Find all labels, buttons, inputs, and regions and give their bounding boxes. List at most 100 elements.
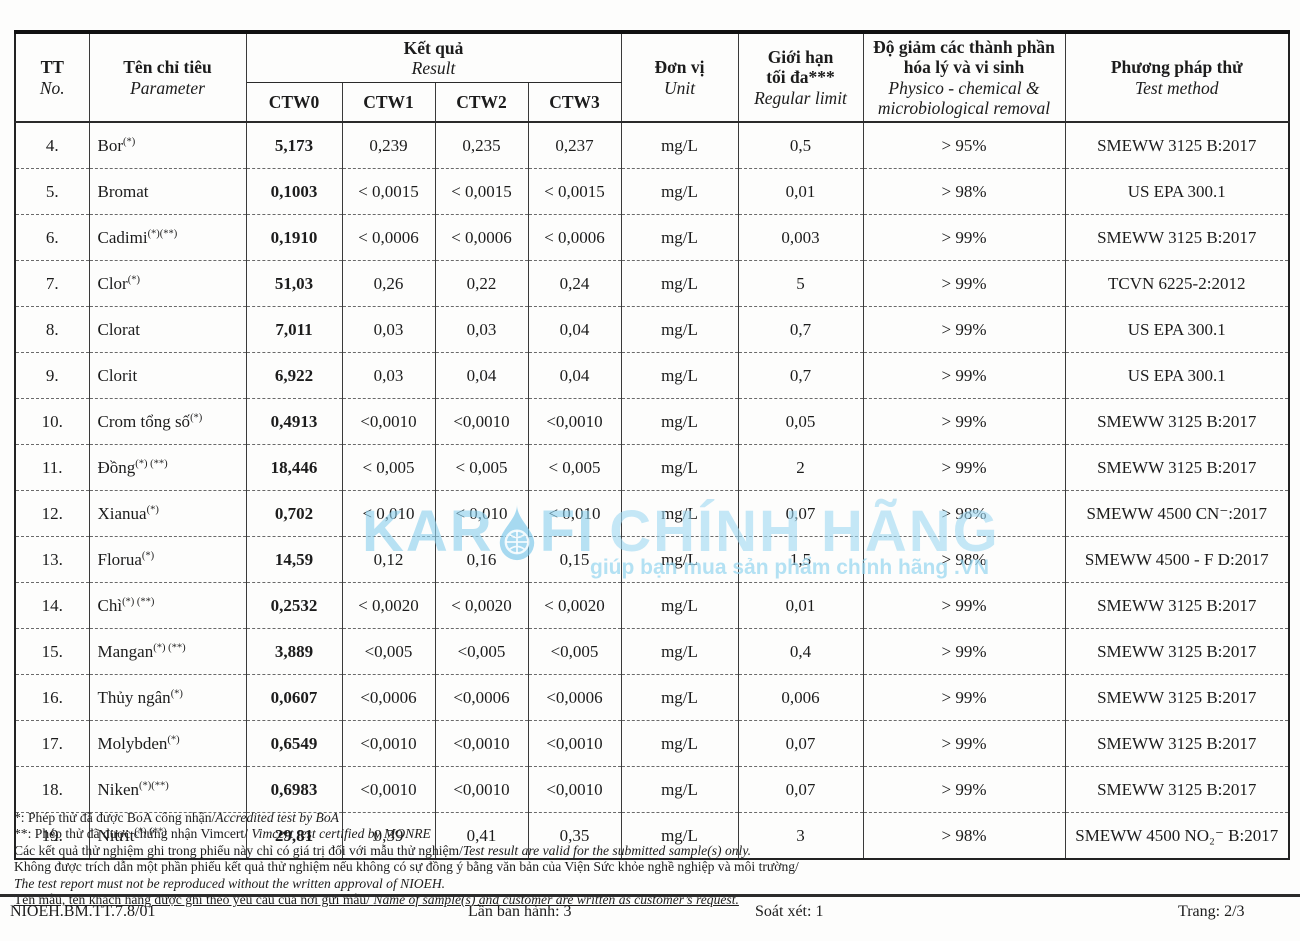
row-number-cell: 5.	[14, 168, 90, 215]
result-ctw2-cell: 0,235	[434, 122, 529, 169]
parameter-cell-text: (*)	[127, 273, 140, 285]
parameter-cell: Clorit	[88, 352, 247, 399]
result-ctw3-cell: 0,24	[527, 260, 622, 307]
footnote-line: *: Phép thử đã được BoA công nhận/Accred…	[14, 810, 1292, 826]
parameter-cell-text: (*)(**)	[139, 779, 169, 791]
regular-limit-cell-text: 0,07	[785, 503, 816, 523]
parameter-cell: Chì(*) (**)	[88, 582, 247, 629]
unit-cell-text: mg/L	[661, 503, 698, 523]
row-number-cell-text: 15.	[41, 641, 63, 661]
unit-cell: mg/L	[620, 812, 739, 859]
unit-cell: mg/L	[620, 582, 739, 629]
parameter-cell: Bromat	[88, 168, 247, 215]
col-header-unit-vi: Đơn vị	[654, 57, 705, 78]
result-ctw2-cell-text: < 0,0015	[451, 181, 512, 201]
result-ctw0-cell-text: 51,03	[274, 273, 314, 293]
result-ctw1-cell: <0,0010	[341, 766, 436, 813]
footnote-line: Không được trích dẫn một phần phiếu kết …	[14, 859, 1292, 875]
result-ctw2-cell: 0,41	[434, 812, 529, 859]
footnote-vi-text: Các kết quả thử nghiệm ghi trong phiếu n…	[14, 842, 463, 858]
result-ctw1-cell: < 0,0020	[341, 582, 436, 629]
unit-cell-text: mg/L	[661, 687, 698, 707]
test-method-cell-text: US EPA 300.1	[1127, 319, 1226, 339]
result-ctw0-cell-text: 0,2532	[270, 595, 318, 615]
regular-limit-cell-text: 0,5	[789, 135, 812, 155]
regular-limit-cell: 0,01	[737, 582, 864, 629]
footnote-line: The test report must not be reproduced w…	[14, 876, 1292, 892]
result-ctw1-cell-text: 0,239	[369, 135, 408, 155]
parameter-cell-text: (*)(**)	[147, 227, 178, 239]
parameter-cell-text: Mangan	[97, 641, 154, 661]
result-ctw0-cell: 6,922	[245, 352, 343, 399]
result-ctw3-cell-text: 0,15	[559, 549, 590, 569]
row-number-cell: 16.	[14, 674, 90, 721]
regular-limit-cell-text: 0,4	[789, 641, 812, 661]
col-header-removal-en: Physico - chemical & microbiological rem…	[877, 77, 1051, 118]
parameter-cell: Thủy ngân(*)	[88, 674, 247, 721]
result-ctw2-cell-text: <0,0010	[453, 411, 510, 431]
result-ctw2-cell: <0,005	[434, 628, 529, 675]
footnote-en-text: The test report must not be reproduced w…	[14, 875, 446, 891]
result-ctw3-cell: <0,0006	[527, 674, 622, 721]
col-header-result-vi: Kết quả	[403, 37, 464, 58]
result-ctw1-cell-text: 0,39	[373, 825, 404, 845]
table-row: 7. Clor(*) 51,03 0,26 0,22 0,24 mg/L 5 > 99% TCVN…	[14, 260, 1290, 307]
table-row: 15. Mangan(*) (**) 3,889 <0,005 <0,005 <0,005…	[14, 628, 1290, 675]
result-ctw0-cell: 29,81	[245, 812, 343, 859]
row-number-cell: 11.	[14, 444, 90, 491]
removal-cell: > 95%	[862, 122, 1066, 169]
regular-limit-cell-text: 0,05	[785, 411, 816, 431]
footer-review-number: Soát xét: 1	[755, 903, 824, 920]
test-method-cell: SMEWW 3125 B:2017	[1064, 444, 1290, 491]
result-ctw2-cell-text: <0,005	[457, 641, 506, 661]
removal-cell: > 99%	[862, 352, 1066, 399]
col-header-limit-en: Regular limit	[754, 87, 847, 108]
removal-cell: > 99%	[862, 720, 1066, 767]
removal-cell: > 98%	[862, 168, 1066, 215]
result-ctw0-cell-text: 0,4913	[270, 411, 318, 431]
parameter-cell-text: Chì	[97, 595, 123, 615]
parameter-cell: Bor(*)	[88, 122, 247, 169]
regular-limit-cell-text: 0,01	[785, 181, 816, 201]
result-ctw1-cell: < 0,005	[341, 444, 436, 491]
parameter-cell-text: Molybden	[97, 733, 168, 753]
parameter-cell-text: Cadimi	[97, 227, 148, 247]
parameter-cell-text: (*)	[167, 733, 180, 745]
regular-limit-cell: 1,5	[737, 536, 864, 583]
table-row: 12. Xianua(*) 0,702 < 0,010 < 0,010 < 0,010 mg…	[14, 490, 1290, 537]
footnote-line: Các kết quả thử nghiệm ghi trong phiếu n…	[14, 843, 1292, 859]
regular-limit-cell: 0,006	[737, 674, 864, 721]
result-ctw1-cell: 0,239	[341, 122, 436, 169]
table-row: 19. Nitrit(*) (**) 29,81 0,39 0,41 0,35 mg/L 3 >…	[14, 812, 1290, 859]
test-method-cell-text: SMEWW 4500 CN⁻:2017	[1086, 503, 1268, 523]
result-ctw1-cell-text: <0,005	[364, 641, 413, 661]
test-method-cell: SMEWW 3125 B:2017	[1064, 398, 1290, 445]
removal-cell: > 99%	[862, 628, 1066, 675]
result-ctw2-cell: <0,0010	[434, 720, 529, 767]
footnote-en-text: Accredited test by BoA	[215, 810, 339, 825]
result-ctw0-cell: 0,1910	[245, 214, 343, 261]
regular-limit-cell-text: 0,7	[789, 365, 812, 385]
result-ctw0-cell: 0,0607	[245, 674, 343, 721]
col-header-ctw1: CTW1	[341, 82, 436, 123]
result-ctw3-cell: < 0,0006	[527, 214, 622, 261]
removal-cell: > 99%	[862, 674, 1066, 721]
test-method-cell-text: SMEWW 4500 NO₂⁻ B:2017	[1075, 825, 1279, 845]
unit-cell-text: mg/L	[661, 457, 698, 477]
row-number-cell-text: 12.	[41, 503, 63, 523]
parameter-cell-text: Xianua	[97, 503, 147, 523]
result-ctw1-cell: <0,0010	[341, 398, 436, 445]
row-number-cell-text: 10.	[41, 411, 63, 431]
regular-limit-cell: 0,003	[737, 214, 864, 261]
row-number-cell: 19.	[14, 812, 90, 859]
removal-cell-text: > 95%	[941, 135, 987, 155]
parameter-cell-text: Nitrit	[97, 825, 135, 845]
test-method-cell-text: SMEWW 3125 B:2017	[1097, 457, 1257, 477]
result-ctw0-cell-text: 0,1910	[270, 227, 318, 247]
table-row: 14. Chì(*) (**) 0,2532 < 0,0020 < 0,0020 < 0,…	[14, 582, 1290, 629]
unit-cell-text: mg/L	[661, 411, 698, 431]
parameter-cell: Crom tổng số(*)	[88, 398, 247, 445]
result-ctw3-cell-text: 0,237	[555, 135, 594, 155]
regular-limit-cell-text: 5	[796, 273, 805, 293]
